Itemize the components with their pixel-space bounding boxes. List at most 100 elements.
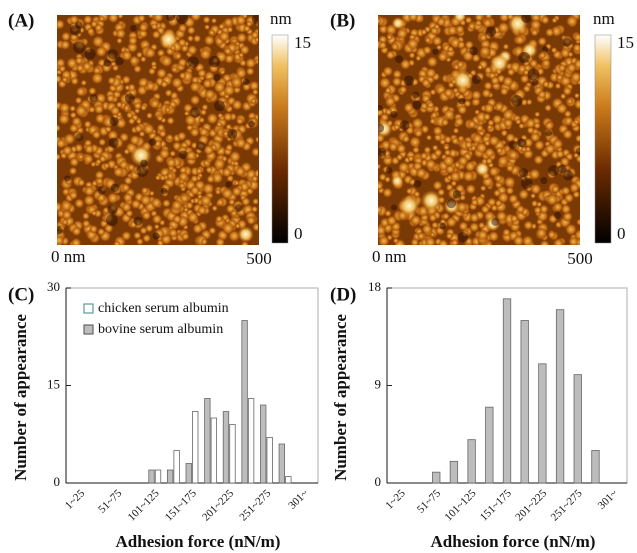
grain	[420, 28, 428, 36]
grain	[456, 40, 466, 50]
grain	[560, 203, 572, 215]
grain	[450, 238, 459, 245]
grain	[83, 194, 96, 207]
grain	[172, 214, 182, 225]
grain	[198, 116, 206, 124]
pit	[160, 187, 168, 195]
panel-label: (B)	[330, 10, 355, 31]
grain	[555, 102, 569, 115]
grain	[233, 179, 240, 186]
pit	[385, 167, 393, 174]
pit	[485, 26, 497, 37]
grain	[103, 162, 110, 170]
grain	[530, 28, 539, 37]
grain	[409, 214, 422, 227]
bar	[247, 398, 255, 484]
grain	[551, 184, 560, 194]
grain	[231, 185, 243, 197]
grain	[424, 158, 437, 171]
grain	[127, 35, 138, 46]
grain	[414, 128, 424, 138]
grain	[223, 47, 232, 56]
grain	[121, 74, 132, 85]
grain	[121, 183, 131, 193]
grain	[203, 144, 215, 156]
y-tick-label: 15	[47, 376, 60, 391]
grain	[198, 47, 212, 61]
grain	[470, 198, 479, 207]
grain	[96, 192, 107, 204]
grain	[212, 157, 226, 171]
grain	[90, 20, 99, 28]
x-tick-label: 251~275	[237, 487, 273, 523]
grain	[485, 157, 494, 165]
grain	[483, 65, 493, 75]
grain	[82, 15, 93, 25]
grain	[422, 45, 432, 55]
grain	[130, 198, 142, 210]
grain	[96, 227, 106, 237]
grain	[204, 24, 211, 31]
grain	[421, 78, 431, 88]
grain	[518, 188, 530, 201]
bar	[538, 363, 547, 484]
grain	[77, 153, 85, 161]
grain	[573, 32, 580, 43]
grain	[547, 230, 557, 240]
grain	[470, 89, 482, 101]
grain	[213, 80, 227, 94]
bar	[573, 374, 582, 484]
grain	[505, 186, 515, 196]
grain	[406, 37, 420, 51]
grain	[145, 112, 153, 120]
pit	[508, 140, 518, 149]
pit	[152, 232, 160, 240]
grain	[133, 101, 143, 111]
grain	[555, 149, 565, 159]
x-tick-label: 301~	[596, 487, 620, 511]
grain	[245, 20, 253, 28]
bar	[204, 398, 211, 484]
grain	[538, 51, 547, 60]
grain	[223, 17, 234, 28]
bright-grain	[452, 69, 474, 91]
grain	[135, 51, 143, 59]
grain	[512, 234, 525, 245]
grain	[424, 236, 437, 245]
grain	[239, 44, 251, 56]
colorbar-unit: nm	[270, 9, 292, 28]
grain	[390, 42, 400, 51]
grain	[61, 218, 69, 226]
grain	[221, 221, 235, 235]
grain	[455, 24, 465, 35]
pit	[251, 15, 258, 25]
grain	[89, 224, 99, 234]
grain	[393, 123, 401, 131]
grain	[160, 80, 169, 89]
pit	[130, 24, 137, 32]
grain	[170, 199, 183, 212]
grain	[496, 154, 510, 168]
grain	[507, 193, 519, 205]
grain	[154, 174, 161, 181]
grain	[396, 27, 409, 40]
legend-label: chicken serum albumin	[98, 301, 229, 316]
pit	[395, 55, 404, 64]
grain	[112, 166, 125, 178]
grain	[83, 143, 95, 155]
grain	[168, 100, 178, 109]
grain	[157, 115, 164, 122]
grain	[536, 201, 543, 208]
grain	[57, 112, 71, 126]
bar	[285, 476, 292, 484]
pit	[115, 56, 124, 66]
pit	[213, 73, 221, 82]
y-axis-label: Number of appearance	[331, 314, 350, 481]
grain	[125, 209, 134, 218]
grain	[169, 150, 177, 158]
grain	[186, 211, 200, 224]
grain	[254, 58, 258, 65]
grain	[61, 76, 69, 83]
grain	[431, 144, 439, 152]
grain	[382, 187, 393, 199]
